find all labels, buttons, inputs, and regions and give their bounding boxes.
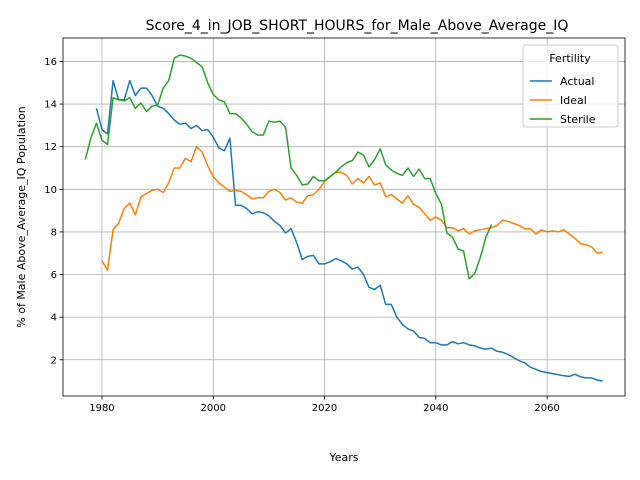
legend-label-ideal: Ideal	[560, 94, 587, 107]
x-tick-label-1980: 1980	[89, 403, 114, 414]
series-line-sterile	[84, 54, 493, 280]
grid	[63, 38, 625, 396]
y-tick-label-8: 8	[51, 227, 57, 238]
legend-box	[522, 44, 619, 128]
x-tick-label-2040: 2040	[423, 403, 448, 414]
y-tick-label-6: 6	[51, 270, 57, 281]
y-tick-label-12: 12	[44, 142, 57, 153]
legend-label-actual: Actual	[560, 75, 594, 88]
legend-label-sterile: Sterile	[560, 113, 596, 126]
y-axis-ticks: 2 4 6 8 10 12 14 16	[44, 57, 63, 366]
legend: Fertility Actual Ideal Sterile	[522, 44, 619, 128]
x-tick-label-2000: 2000	[201, 403, 226, 414]
series-group	[84, 54, 603, 382]
y-tick-label-10: 10	[44, 185, 57, 196]
y-tick-label-2: 2	[51, 355, 57, 366]
x-tick-label-2060: 2060	[534, 403, 559, 414]
y-tick-label-4: 4	[51, 313, 57, 324]
plot-frame	[62, 37, 626, 397]
series-line-actual	[95, 79, 603, 382]
x-axis-label: Years	[328, 451, 358, 464]
series-line-ideal	[101, 145, 603, 272]
x-tick-label-2020: 2020	[312, 403, 337, 414]
x-axis-ticks: 1980 2000 2020 2040 2060	[89, 396, 560, 414]
y-tick-label-16: 16	[44, 57, 57, 68]
y-tick-label-14: 14	[44, 100, 57, 111]
legend-title: Fertility	[549, 52, 591, 65]
y-axis-label: % of Male Above_Average_IQ Population	[15, 106, 28, 328]
chart-title: Score_4_in_JOB_SHORT_HOURS_for_Male_Abov…	[146, 18, 569, 34]
legend-entries: Actual Ideal Sterile	[530, 75, 596, 126]
